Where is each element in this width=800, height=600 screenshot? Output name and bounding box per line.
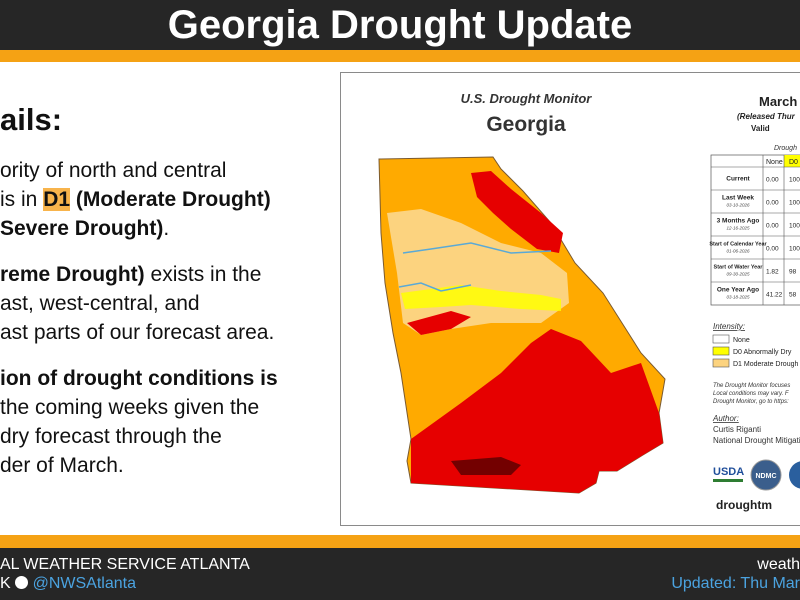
text-line: ast parts of our forecast area. xyxy=(0,321,275,344)
table-caption: Drough xyxy=(774,145,797,152)
logo-ndmc-text: NDMC xyxy=(756,473,777,480)
bold-text: reme Drought) xyxy=(0,263,145,286)
details: ails: ority of north and central is in D… xyxy=(0,100,335,480)
table-header: D0 xyxy=(789,159,798,166)
text-line: ast, west-central, and xyxy=(0,292,200,315)
handle: @NWSAtlanta xyxy=(32,575,136,592)
note: Local conditions may vary. F xyxy=(713,391,789,397)
table-cell: 100 xyxy=(789,246,800,253)
legend-label: D1 Moderate Drough xyxy=(733,361,798,368)
text-line: reme Drought) exists in the xyxy=(0,260,335,289)
table-cell: 100 xyxy=(789,223,800,230)
row-label: 3 Months Ago xyxy=(717,218,760,225)
drought-map-panel: U.S. Drought Monitor Georgia March (Rele… xyxy=(340,72,800,526)
footer-updated: Updated: Thu Mar xyxy=(671,575,800,592)
table-cell: 1.82 xyxy=(766,269,779,276)
river xyxy=(398,282,472,292)
legend-swatch xyxy=(712,358,730,368)
note: Drought Monitor, go to https: xyxy=(713,399,789,405)
header-bar: Georgia Drought Update xyxy=(0,0,800,50)
row-date: 03-18-2025 xyxy=(726,295,750,300)
table-cell: 98 xyxy=(789,269,797,276)
row-date: 01-06-2026 xyxy=(726,249,750,254)
legend-swatch xyxy=(712,334,730,344)
text: exists in the xyxy=(144,263,262,286)
bold-text: (Moderate Drought) xyxy=(70,188,271,211)
text: K xyxy=(0,575,11,592)
author-title: Author: xyxy=(712,414,739,423)
map-valid: Valid xyxy=(751,124,770,133)
map-d3 xyxy=(411,329,663,493)
bold-text: ion of drought conditions is xyxy=(0,367,278,390)
footer-web: weath xyxy=(757,556,800,573)
table-cell: 0.00 xyxy=(766,177,779,184)
map-d3 xyxy=(407,311,471,335)
text-line: is in D1 (Moderate Drought) xyxy=(0,185,335,214)
table-header: None xyxy=(766,159,783,166)
table-cell: 0.00 xyxy=(766,200,779,207)
row-label: Last Week xyxy=(722,195,754,202)
row-date: 03-10-2026 xyxy=(726,203,750,208)
row-date: 12-16-2025 xyxy=(726,226,750,231)
author-org: National Drought Mitigati xyxy=(713,436,800,445)
text-line: Severe Drought). xyxy=(0,214,335,243)
footer-org: AL WEATHER SERVICE ATLANTA xyxy=(0,556,250,573)
river xyxy=(402,242,552,254)
table-border xyxy=(710,154,800,306)
legend-label: D0 Abnormally Dry xyxy=(733,349,792,356)
map-source: U.S. Drought Monitor xyxy=(461,91,593,106)
legend-title: Intensity: xyxy=(713,322,745,331)
legend: None D0 Abnormally Dry D1 Moderate Drough xyxy=(712,334,798,368)
row-label: One Year Ago xyxy=(717,287,759,294)
row-date: 09-30-2025 xyxy=(726,272,750,277)
table-cell: 0.00 xyxy=(766,246,779,253)
text-line: ion of drought conditions is xyxy=(0,364,335,393)
table-cell: 41.22 xyxy=(766,292,783,299)
footer: AL WEATHER SERVICE ATLANTA K @NWSAtlanta… xyxy=(0,548,800,600)
map-date: March xyxy=(759,94,797,109)
logo-mark xyxy=(713,479,743,482)
logo-noaa xyxy=(789,461,800,489)
row-label: Start of Water Year xyxy=(714,265,764,271)
text: is in xyxy=(0,188,44,211)
text-line: ority of north and central xyxy=(0,159,227,182)
table-cell: 0.00 xyxy=(766,223,779,230)
text: . xyxy=(163,217,170,240)
row-label: Current xyxy=(726,176,750,183)
map-d4 xyxy=(451,457,521,475)
drought-map: U.S. Drought Monitor Georgia March (Rele… xyxy=(378,91,800,512)
table-cell: 100 xyxy=(789,177,800,184)
legend-label: None xyxy=(733,337,750,344)
note: The Drought Monitor focuses xyxy=(713,383,790,389)
table-cell: 58 xyxy=(789,292,797,299)
logo-ndmc xyxy=(750,459,782,491)
table-cell: 100 xyxy=(789,200,800,207)
footer-social: K @NWSAtlanta xyxy=(0,575,136,593)
map-url: droughtm xyxy=(716,498,772,512)
facebook-icon xyxy=(15,576,29,589)
heading: ails: xyxy=(0,102,63,137)
map-state: Georgia xyxy=(486,113,566,136)
header-cell xyxy=(784,155,800,167)
logo-usda: USDA xyxy=(713,466,744,478)
bold-text: Severe Drought) xyxy=(0,217,164,240)
text-line: der of March. xyxy=(0,454,124,477)
map-d3 xyxy=(471,171,563,253)
header-stripe xyxy=(0,50,800,62)
highlight: D1 xyxy=(43,188,71,211)
text-line: dry forecast through the xyxy=(0,425,222,448)
footer-stripe xyxy=(0,535,800,548)
author: Curtis Riganti xyxy=(713,425,761,434)
text-line: the coming weeks given the xyxy=(0,396,260,419)
legend-swatch xyxy=(712,346,730,356)
title: Georgia Drought Update xyxy=(167,3,633,47)
row-label: Start of Calendar Year xyxy=(709,242,767,248)
map-released: (Released Thur xyxy=(737,112,796,121)
